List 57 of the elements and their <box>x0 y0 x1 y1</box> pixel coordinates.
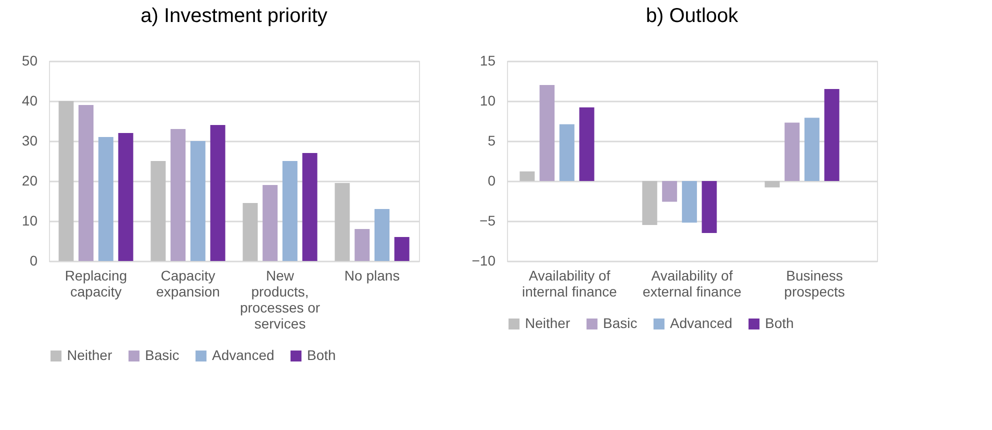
bar <box>374 209 390 261</box>
bar <box>764 181 780 188</box>
bar <box>824 89 840 181</box>
legend-label: Basic <box>145 347 180 363</box>
x-tick-label: Availability of external finance <box>642 268 742 300</box>
bar <box>702 181 717 233</box>
chart-title: a) Investment priority <box>140 5 328 27</box>
bar <box>520 171 535 181</box>
bar <box>642 181 658 225</box>
bar <box>662 181 678 202</box>
bar <box>334 183 350 261</box>
bar <box>98 137 114 261</box>
bar <box>190 141 206 261</box>
bar <box>58 101 74 261</box>
y-tick-label: 0 <box>488 172 496 188</box>
x-tick-label: Business prospects <box>784 268 845 300</box>
y-tick-label: −10 <box>472 252 496 268</box>
legend-label: Both <box>307 347 336 363</box>
y-tick-label: 40 <box>22 92 38 108</box>
y-tick-label: 20 <box>22 172 38 188</box>
x-tick-label: Replacing capacity <box>64 268 128 300</box>
bar <box>78 105 94 261</box>
legend-label: Basic <box>603 315 638 331</box>
legend-label: Advanced <box>212 347 274 363</box>
bar <box>170 129 186 261</box>
legend-label: Advanced <box>670 315 732 331</box>
legend-label: Both <box>765 315 794 331</box>
bar <box>150 161 166 261</box>
bar <box>242 203 258 261</box>
y-tick-label: 0 <box>30 252 38 268</box>
y-tick-label: 30 <box>22 132 38 148</box>
bar <box>354 229 370 261</box>
legend-label: Neither <box>67 347 112 363</box>
y-tick-label: 5 <box>488 132 496 148</box>
bar <box>559 124 574 181</box>
chart-title: b) Outlook <box>646 5 740 27</box>
x-tick-label: Availability of internal finance <box>522 268 618 300</box>
bar <box>262 185 278 261</box>
bar <box>579 107 594 181</box>
x-tick-label: No plans <box>344 268 400 284</box>
y-tick-label: 10 <box>480 92 496 108</box>
y-tick-label: 15 <box>480 52 496 68</box>
bar <box>784 122 800 181</box>
bar <box>282 161 298 261</box>
legend-label: Neither <box>525 315 570 331</box>
y-tick-label: −5 <box>480 212 496 228</box>
bar <box>210 125 226 261</box>
x-tick-label: New products, processes or services <box>240 268 320 332</box>
bar <box>804 118 820 181</box>
bar <box>682 181 697 223</box>
bar <box>394 237 410 261</box>
y-tick-label: 50 <box>22 52 38 68</box>
y-tick-label: 10 <box>22 212 38 228</box>
bar <box>302 153 318 261</box>
bar <box>118 133 134 261</box>
x-tick-label: Capacity expansion <box>156 268 220 300</box>
bar <box>540 85 555 181</box>
